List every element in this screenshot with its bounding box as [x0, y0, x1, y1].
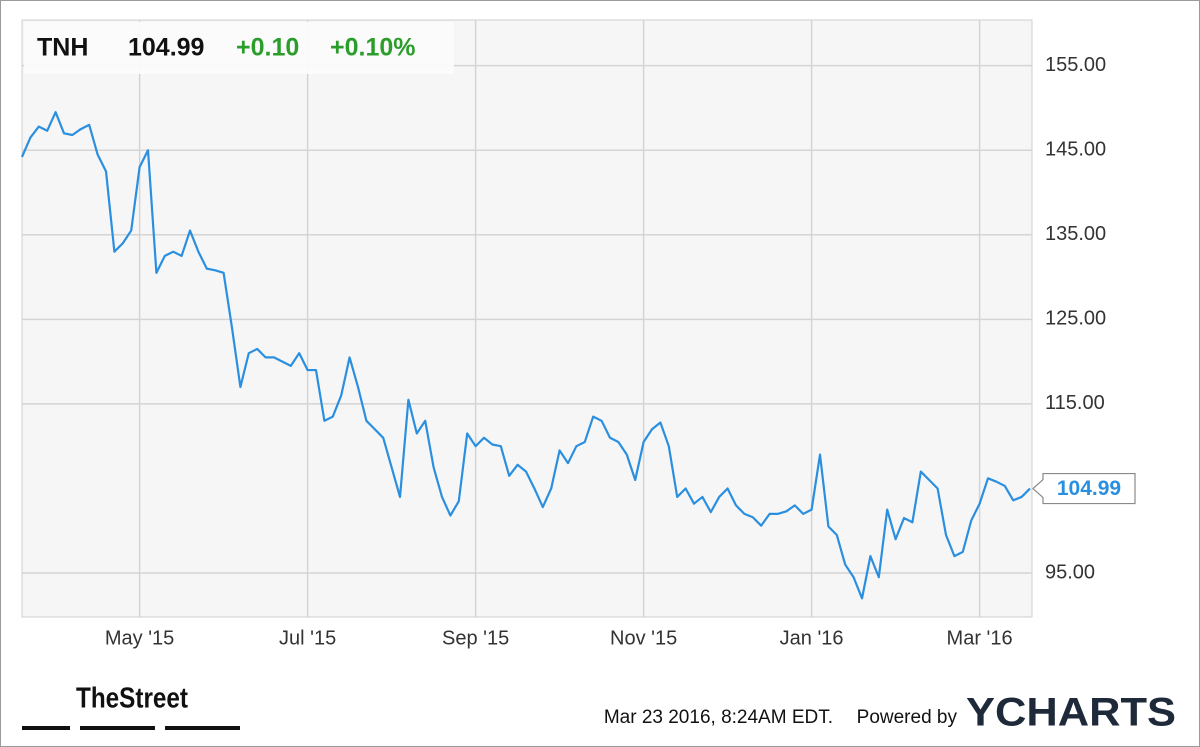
- change: +0.10: [236, 34, 299, 62]
- x-tick-label: May '15: [105, 627, 174, 649]
- x-tick-label: Jul '15: [279, 627, 336, 649]
- x-tick-label: Sep '15: [442, 627, 509, 649]
- ticker: TNH: [37, 34, 88, 62]
- x-tick-label: Jan '16: [780, 627, 844, 649]
- header-box: [24, 22, 454, 74]
- powered-by: Powered by: [857, 707, 958, 728]
- y-tick-label: 125.00: [1045, 308, 1106, 330]
- plot-area: [21, 19, 1033, 618]
- last-value-marker: [1032, 472, 1136, 505]
- x-tick-label: Mar '16: [947, 627, 1013, 649]
- last-value-label: 104.99: [1057, 477, 1121, 500]
- price-line: [20, 111, 1031, 600]
- y-tick-label: 155.00: [1045, 54, 1106, 76]
- brand: YCHARTS: [966, 691, 1176, 735]
- source-logo: TheStreet: [76, 683, 188, 715]
- marks: 104.99: [20, 111, 1136, 600]
- change-percent: +0.10%: [330, 34, 416, 62]
- y-tick-label: 115.00: [1045, 392, 1105, 414]
- timestamp: Mar 23 2016, 8:24AM EDT.: [604, 707, 833, 728]
- y-tick-label: 135.00: [1045, 223, 1106, 245]
- y-tick-label: 95.00: [1045, 561, 1095, 583]
- x-tick-label: Nov '15: [610, 627, 677, 649]
- grid: 95.00 115.00 125.00 135.00 145.00 155.00 May '…: [22, 20, 1106, 649]
- y-tick-label: 145.00: [1045, 139, 1106, 161]
- last-price: 104.99: [128, 34, 204, 62]
